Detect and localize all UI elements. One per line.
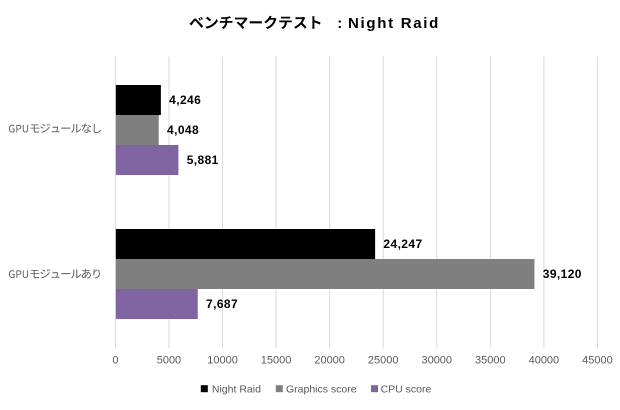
svg-text:20000: 20000: [314, 355, 345, 367]
svg-text:30000: 30000: [421, 355, 452, 367]
svg-text:45000: 45000: [582, 355, 613, 367]
svg-text:7,687: 7,687: [206, 297, 238, 311]
svg-text:Night Raid: Night Raid: [348, 15, 440, 32]
svg-text:4,048: 4,048: [167, 123, 199, 137]
svg-text:10000: 10000: [207, 355, 238, 367]
svg-text:CPU score: CPU score: [381, 383, 432, 395]
svg-text::: :: [337, 15, 342, 32]
svg-text:0: 0: [112, 355, 118, 367]
svg-text:5,881: 5,881: [187, 153, 219, 167]
svg-text:40000: 40000: [529, 355, 560, 367]
svg-text:24,247: 24,247: [383, 237, 422, 251]
svg-text:39,120: 39,120: [543, 267, 582, 281]
svg-text:Night Raid: Night Raid: [212, 383, 261, 395]
svg-text:25000: 25000: [368, 355, 399, 367]
svg-text:15000: 15000: [261, 355, 292, 367]
svg-text:35000: 35000: [475, 355, 506, 367]
svg-text:4,246: 4,246: [169, 93, 201, 107]
svg-text:Graphics score: Graphics score: [286, 383, 357, 395]
svg-text:5000: 5000: [157, 355, 181, 367]
